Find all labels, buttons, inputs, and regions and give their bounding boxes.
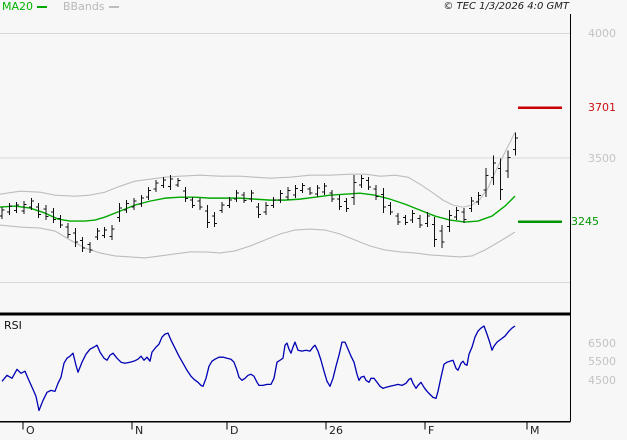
x-axis-label-M: M	[530, 424, 540, 437]
price-label-4000: 4000	[588, 26, 616, 40]
rsi-label-6500: 6500	[588, 336, 616, 350]
resistance-price-label: 3701	[588, 100, 616, 114]
x-axis-label-F: F	[428, 424, 435, 437]
ma20-legend-label: MA20	[2, 0, 34, 13]
price-label-3500: 3500	[588, 151, 616, 165]
bbands-legend-label: BBands	[63, 0, 105, 13]
ma20-legend-swatch-icon	[37, 6, 48, 8]
rsi-panel-label: RSI	[4, 319, 22, 332]
x-axis-label-D: D	[230, 424, 239, 437]
x-axis-label-O: O	[26, 424, 35, 437]
x-axis-label-N: N	[135, 424, 144, 437]
bbands-legend-swatch-icon	[108, 6, 119, 8]
legend: MA20 BBands	[2, 1, 119, 13]
rsi-label-5500: 5500	[588, 355, 616, 369]
x-axis-label-26: 26	[329, 424, 343, 437]
copyright-text: © TEC 1/3/2026 4:0 GMT	[443, 1, 569, 12]
rsi-label-4500: 4500	[588, 373, 616, 387]
support-price-label: 3245	[571, 214, 599, 228]
